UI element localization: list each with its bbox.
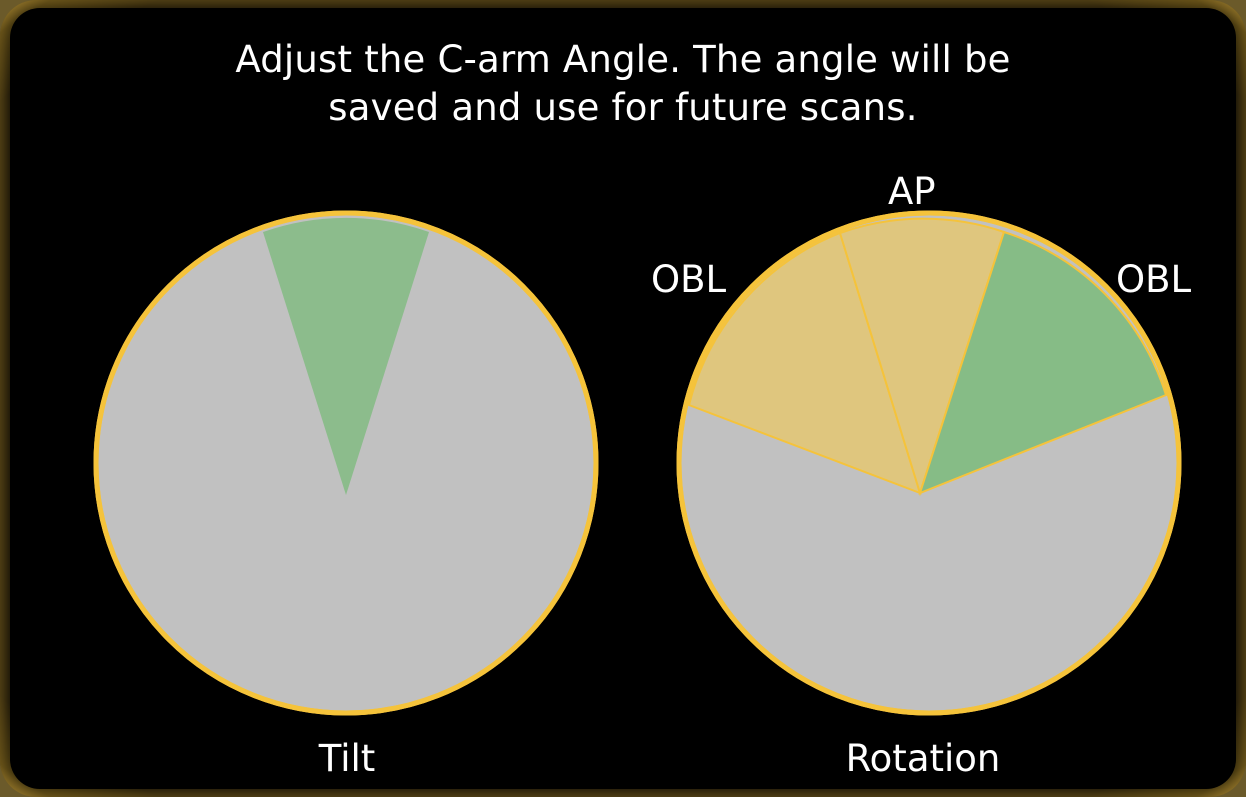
- instruction-line-2: saved and use for future scans.: [328, 86, 918, 129]
- rotation-dial-rim: [676, 210, 1182, 716]
- rotation-dial[interactable]: [676, 210, 1182, 716]
- obl-right-label: OBL: [1116, 258, 1192, 301]
- rotation-label: Rotation: [845, 737, 1001, 780]
- tilt-angle-sector[interactable]: [263, 217, 429, 495]
- rotation-obl-left-sector[interactable]: [687, 231, 922, 495]
- ap-label: AP: [888, 170, 936, 213]
- instruction-text: Adjust the C-arm Angle. The angle will b…: [0, 36, 1246, 132]
- tilt-label: Tilt: [318, 737, 376, 780]
- rotation-obl-right-sector[interactable]: [918, 230, 1168, 495]
- tilt-dial[interactable]: [93, 210, 599, 716]
- instruction-line-1: Adjust the C-arm Angle. The angle will b…: [235, 38, 1011, 81]
- tilt-dial-rim: [93, 210, 599, 716]
- rotation-ap-sector[interactable]: [838, 217, 1006, 497]
- obl-left-label: OBL: [651, 258, 727, 301]
